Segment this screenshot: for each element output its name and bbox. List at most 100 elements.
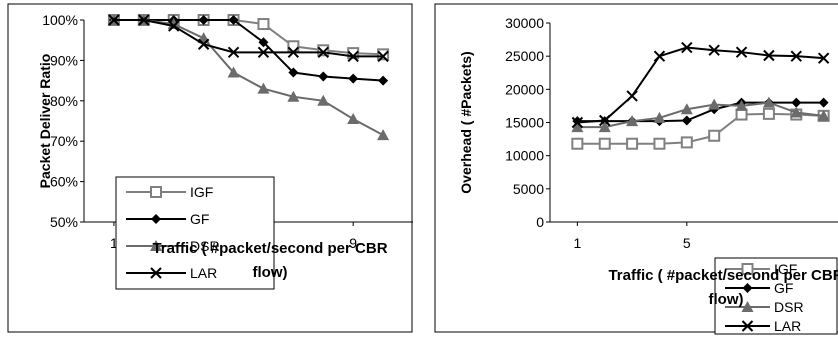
pdr-y-tick-label: 80% bbox=[50, 93, 78, 109]
pdr-point-lar bbox=[168, 20, 180, 32]
overhead-point-lar-stroke-b bbox=[708, 44, 720, 56]
overhead-point-lar-stroke-b bbox=[653, 50, 666, 62]
overhead-point-lar-stroke-b bbox=[571, 116, 584, 129]
overhead-point-dsr bbox=[626, 115, 639, 127]
pdr-point-lar-stroke-b bbox=[377, 50, 389, 63]
overhead-point-igf bbox=[762, 107, 775, 120]
pdr-point-dsr bbox=[347, 112, 360, 124]
overhead-x-axis-label: Traffic ( #packet/second per CBR bbox=[608, 267, 838, 284]
pdr-y-tick-label: 50% bbox=[50, 214, 78, 230]
overhead-point-lar-stroke-b bbox=[599, 114, 611, 127]
pdr-point-gf bbox=[318, 71, 329, 82]
pdr-point-lar bbox=[287, 46, 300, 59]
overhead-legend: IGF GF DSR LAR bbox=[714, 257, 838, 335]
pdr-point-lar bbox=[138, 14, 150, 26]
pdr-y-tick-label: 60% bbox=[50, 174, 78, 190]
pdr-series-lar bbox=[108, 14, 389, 63]
overhead-point-lar bbox=[571, 116, 584, 129]
overhead-legend-marker bbox=[741, 320, 754, 332]
pdr-point-lar bbox=[227, 46, 240, 59]
overhead-point-lar bbox=[653, 50, 666, 62]
overhead-point-dsr bbox=[680, 103, 693, 115]
overhead-point-lar bbox=[599, 114, 611, 127]
pdr-point-lar-stroke-b bbox=[138, 14, 150, 26]
pdr-x-tick-label: 9 bbox=[349, 235, 357, 251]
overhead-point-dsr bbox=[735, 99, 748, 111]
overhead-point-igf bbox=[735, 108, 748, 121]
overhead-point-lar bbox=[790, 50, 802, 62]
pdr-legend-marker bbox=[150, 240, 162, 251]
overhead-point-gf bbox=[791, 97, 802, 108]
pdr-legend-marker-stroke-b bbox=[150, 267, 162, 279]
pdr-point-igf bbox=[347, 47, 360, 60]
pdr-point-lar bbox=[377, 50, 389, 63]
pdr-point-igf bbox=[317, 44, 330, 57]
overhead-y-axis-label: Overhead ( #Packets) bbox=[458, 51, 474, 193]
overhead-point-lar-stroke-b bbox=[763, 49, 775, 62]
overhead-point-igf bbox=[653, 137, 666, 150]
pdr-legend-label: GF bbox=[190, 211, 209, 227]
pdr-point-lar-stroke-b bbox=[287, 46, 300, 59]
pdr-y-tick-label: 70% bbox=[50, 133, 78, 149]
overhead-point-lar-stroke-b bbox=[681, 41, 693, 54]
overhead-frame bbox=[434, 3, 838, 333]
overhead-point-gf bbox=[818, 97, 829, 108]
overhead-point-igf bbox=[680, 136, 693, 149]
pdr-point-dsr bbox=[317, 94, 330, 106]
pdr-point-dsr bbox=[287, 90, 300, 102]
pdr-y-axis-label: Packet Deliver Ratio bbox=[37, 54, 53, 189]
overhead-point-lar bbox=[763, 49, 775, 62]
overhead-y-tick-label: 20000 bbox=[505, 81, 544, 97]
pdr-point-lar-stroke-b bbox=[227, 46, 240, 59]
pdr-point-gf bbox=[378, 75, 389, 86]
overhead-point-igf bbox=[598, 137, 611, 150]
overhead-point-lar bbox=[708, 44, 720, 56]
pdr-series-gf bbox=[108, 15, 389, 86]
pdr-frame bbox=[7, 3, 413, 333]
pdr-legend-marker bbox=[150, 267, 162, 279]
pdr-point-lar-stroke-b bbox=[108, 14, 120, 26]
overhead-line-igf bbox=[577, 112, 824, 145]
overhead-point-igf bbox=[708, 129, 721, 142]
overhead-x-tick-label: 1 bbox=[573, 235, 581, 251]
pdr-legend-label: IGF bbox=[190, 184, 213, 200]
overhead-line-dsr bbox=[577, 101, 824, 129]
overhead-legend-box bbox=[714, 257, 838, 335]
pdr-x-axis-label: flow) bbox=[253, 264, 288, 281]
overhead-point-dsr bbox=[708, 98, 721, 110]
overhead-point-dsr bbox=[817, 109, 830, 121]
pdr-legend: IGF GF DSR LAR bbox=[115, 176, 275, 290]
overhead-y-tick-label: 5000 bbox=[513, 181, 544, 197]
pdr-legend-marker bbox=[151, 214, 161, 224]
pdr-point-lar-stroke-b bbox=[317, 46, 329, 59]
pdr-point-gf bbox=[228, 15, 239, 25]
pdr-point-lar-stroke-b bbox=[168, 20, 180, 32]
overhead-series-gf bbox=[572, 97, 829, 127]
pdr-point-lar bbox=[108, 14, 120, 26]
overhead-legend-marker-stroke-b bbox=[741, 320, 754, 332]
pdr-point-gf bbox=[288, 67, 299, 78]
pdr-point-dsr bbox=[377, 129, 390, 141]
overhead-point-lar bbox=[681, 41, 693, 54]
overhead-series-dsr bbox=[571, 96, 830, 133]
pdr-point-gf bbox=[198, 15, 209, 25]
overhead-point-lar bbox=[735, 46, 748, 58]
pdr-legend-marker bbox=[150, 186, 162, 198]
pdr-point-lar bbox=[197, 38, 210, 50]
pdr-x-tick-label: 1 bbox=[110, 235, 118, 251]
pdr-point-lar bbox=[347, 50, 359, 63]
overhead-y-tick-label: 15000 bbox=[505, 115, 544, 131]
pdr-y-tick-label: 100% bbox=[42, 12, 78, 28]
pdr-legend-label: DSR bbox=[190, 238, 220, 254]
overhead-line-lar bbox=[577, 46, 824, 124]
overhead-y-tick-label: 25000 bbox=[505, 48, 544, 64]
overhead-chart-panel: 0 5000 10000 15000 20000 25000 30000 1 5 IGF GF DSR… bbox=[420, 0, 838, 337]
overhead-point-dsr bbox=[790, 106, 803, 118]
overhead-legend-label: GF bbox=[774, 280, 793, 296]
overhead-legend-label: DSR bbox=[774, 299, 804, 315]
pdr-legend-box bbox=[115, 176, 275, 290]
pdr-point-lar bbox=[317, 46, 329, 59]
overhead-point-lar-stroke-b bbox=[817, 52, 830, 64]
pdr-point-gf bbox=[258, 37, 269, 48]
pdr-point-dsr bbox=[227, 66, 240, 78]
